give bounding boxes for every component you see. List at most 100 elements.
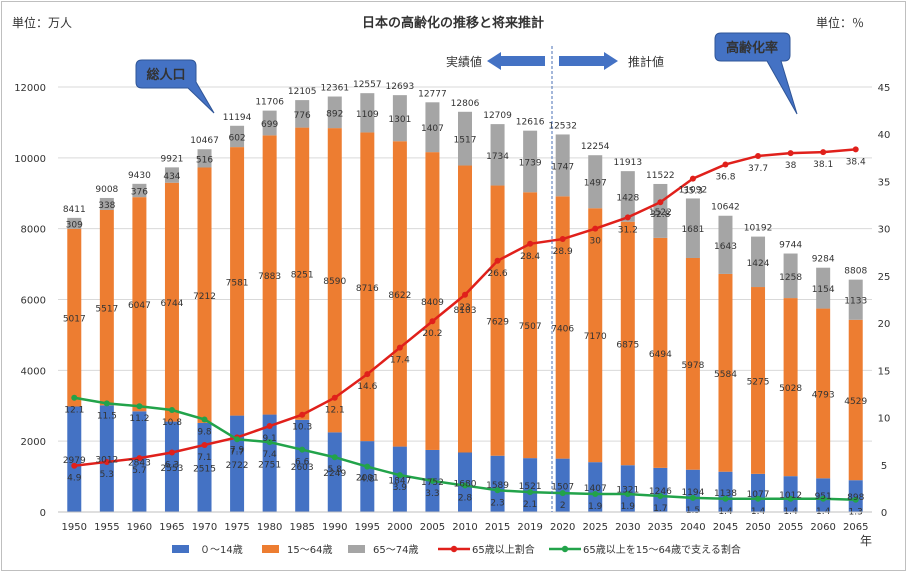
data-labels: 2979 5017 309 8411 3012 5517 338 9008 2843 6047 37…	[63, 80, 868, 518]
data-label-aging-rate: 14.6	[357, 382, 377, 392]
data-label-0-14: 1847	[388, 476, 411, 486]
point-support-ratio	[787, 495, 794, 502]
data-label-0-14: 2603	[291, 463, 314, 473]
actual-label: 実績値	[446, 54, 482, 69]
y-right-tick-label: 45	[878, 83, 891, 94]
bar-segment-65-74	[620, 171, 635, 222]
data-label-aging-rate: 10.3	[292, 423, 312, 433]
bar-segment-0-14	[685, 469, 700, 512]
x-tick-label: 1955	[94, 522, 119, 533]
bar-segment-65-74	[295, 100, 310, 128]
bar-segment-65-74	[164, 167, 179, 183]
point-aging-rate	[592, 225, 599, 232]
bar-segment-65-74	[848, 279, 863, 320]
data-label-15-64: 5017	[63, 315, 86, 325]
data-label-total: 11913	[613, 158, 642, 168]
y-right-tick-label: 5	[881, 461, 887, 472]
legend-swatch-15-64	[262, 545, 279, 553]
y-right-tick-label: 25	[878, 272, 891, 283]
data-label-total: 12361	[320, 84, 349, 94]
data-label-0-14: 1752	[421, 478, 444, 488]
data-label-65-74: 1643	[714, 242, 737, 252]
point-aging-rate	[624, 214, 631, 221]
bar-segment-15-64	[360, 132, 375, 442]
point-support-ratio	[527, 489, 534, 496]
bar-segment-65-74	[751, 236, 766, 288]
point-support-ratio	[331, 454, 338, 461]
data-label-total: 12693	[386, 82, 415, 92]
bar-segment-0-14	[392, 446, 407, 512]
data-label-total: 10642	[711, 203, 740, 213]
legend-marker-aging-rate	[450, 545, 458, 553]
data-label-support-ratio: 1.7	[653, 504, 667, 514]
data-label-aging-rate: 4.9	[67, 474, 82, 484]
lines	[71, 146, 859, 503]
data-label-support-ratio: 7.7	[230, 447, 244, 457]
bar-segment-15-64	[67, 228, 82, 407]
data-label-15-64: 6047	[128, 301, 151, 311]
bar-segment-65-74	[132, 183, 147, 198]
point-support-ratio	[494, 487, 501, 494]
data-label-total: 11194	[223, 113, 252, 123]
data-label-15-64: 7406	[551, 324, 574, 334]
bar-segment-0-14	[360, 441, 375, 512]
data-label-aging-rate: 31.2	[618, 225, 638, 235]
data-label-65-74: 1522	[649, 208, 672, 218]
projected-label: 推計値	[628, 54, 664, 69]
data-label-65-74: 1258	[779, 273, 802, 283]
data-label-support-ratio: 2.1	[523, 500, 537, 510]
data-label-support-ratio: 2.8	[458, 494, 473, 504]
data-label-support-ratio: 1.3	[849, 508, 863, 518]
point-support-ratio	[71, 394, 78, 401]
data-label-support-ratio: 2.3	[490, 498, 504, 508]
data-label-support-ratio: 1.5	[686, 506, 700, 516]
data-label-0-14: 1194	[681, 488, 704, 498]
data-label-65-74: 1109	[356, 110, 379, 120]
data-label-0-14: 3012	[95, 456, 118, 466]
bar-segment-65-74	[588, 155, 603, 209]
x-tick-label: 2065	[843, 522, 868, 533]
data-label-aging-rate: 36.8	[715, 172, 735, 182]
data-label-0-14: 2001	[356, 474, 379, 484]
y-right-tick-label: 40	[878, 130, 891, 141]
bar-segment-0-14	[620, 465, 635, 512]
point-support-ratio	[657, 492, 664, 499]
data-label-15-64: 8103	[454, 306, 477, 316]
bar-segment-0-14	[555, 458, 570, 512]
bar-segment-15-64	[523, 192, 538, 459]
data-label-aging-rate: 30	[590, 237, 602, 247]
point-aging-rate	[201, 441, 208, 448]
data-label-aging-rate: 20.2	[422, 329, 442, 339]
legend-label-support-ratio: 65歳以上を15～64歳で支える割合	[583, 543, 741, 556]
point-support-ratio	[396, 472, 403, 479]
data-label-0-14: 1407	[584, 484, 607, 494]
data-label-0-14: 1680	[454, 479, 477, 489]
x-tick-label: 1950	[62, 522, 87, 533]
data-label-15-64: 7629	[486, 318, 509, 328]
point-aging-rate	[559, 236, 566, 243]
data-label-0-14: 1138	[714, 489, 737, 499]
y-left-tick-label: 0	[40, 508, 46, 519]
data-label-support-ratio: 7.4	[262, 450, 277, 460]
y-left-tick-label: 2000	[21, 437, 46, 448]
x-tick-label: 2035	[648, 522, 673, 533]
x-tick-label: 2060	[810, 522, 835, 533]
data-label-15-64: 7170	[584, 332, 607, 342]
data-label-total: 12532	[548, 121, 577, 131]
data-label-65-74: 1133	[844, 297, 867, 307]
data-label-0-14: 2515	[193, 464, 216, 474]
point-support-ratio	[624, 491, 631, 498]
bar-segment-15-64	[848, 319, 863, 481]
data-label-65-74: 892	[326, 109, 343, 119]
data-label-total: 8411	[63, 205, 86, 215]
point-aging-rate	[364, 371, 371, 378]
bar-segment-15-64	[99, 209, 114, 406]
point-aging-rate	[71, 462, 78, 469]
data-label-total: 8808	[844, 267, 867, 277]
bar-segment-0-14	[783, 476, 798, 512]
point-support-ratio	[559, 490, 566, 497]
bar-segment-15-64	[588, 208, 603, 463]
y-left-tick-label: 12000	[14, 83, 46, 94]
data-label-15-64: 5517	[95, 305, 118, 315]
point-aging-rate	[136, 455, 143, 462]
